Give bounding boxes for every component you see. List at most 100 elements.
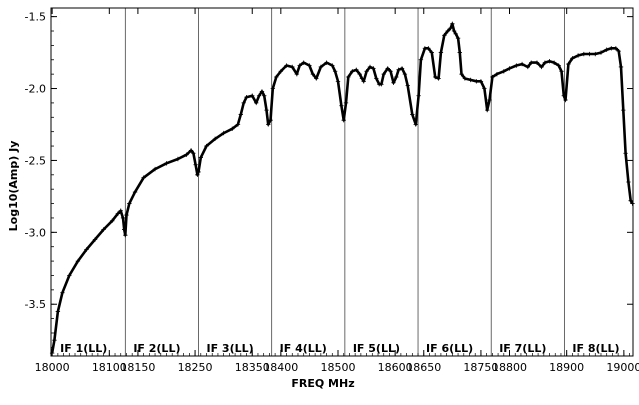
- data-point: [310, 71, 316, 77]
- data-point: [196, 169, 201, 175]
- data-point: [124, 212, 129, 218]
- data-point: [385, 66, 390, 71]
- data-point: [436, 76, 441, 81]
- data-point: [274, 74, 279, 80]
- data-point: [92, 237, 98, 242]
- data-point: [343, 100, 349, 106]
- data-point: [341, 117, 346, 123]
- data-point: [623, 151, 628, 156]
- y-tick-label: -3.5: [25, 298, 46, 311]
- data-point: [164, 161, 169, 166]
- data-point: [359, 76, 365, 81]
- panel-label: IF 2(LL): [133, 342, 180, 355]
- panel-label: IF 3(LL): [207, 342, 254, 355]
- data-point: [529, 60, 534, 65]
- panel-label: IF 4(LL): [280, 342, 327, 355]
- y-tick-label: -2.5: [25, 154, 46, 167]
- x-tick-label: 18000: [35, 361, 70, 374]
- data-point: [556, 63, 561, 68]
- x-tick-label: 18150: [120, 361, 155, 374]
- data-point: [335, 79, 341, 84]
- data-point: [604, 47, 609, 52]
- data-point: [413, 122, 418, 127]
- data-point: [367, 64, 373, 70]
- data-point: [301, 60, 306, 65]
- data-point: [123, 233, 128, 238]
- data-point: [268, 117, 273, 123]
- data-point: [494, 71, 500, 77]
- data-point: [457, 50, 462, 55]
- data-point: [55, 309, 61, 314]
- data-point: [451, 28, 457, 34]
- data-point: [332, 69, 338, 74]
- data-point: [127, 201, 132, 206]
- data-point: [613, 46, 619, 51]
- data-point: [587, 51, 592, 57]
- data-point: [609, 46, 614, 51]
- data-point: [563, 97, 568, 103]
- data-point: [566, 61, 571, 67]
- data-point: [396, 67, 401, 73]
- data-point: [630, 201, 635, 206]
- data-point: [459, 71, 464, 77]
- data-point: [547, 59, 552, 64]
- panel-dividers: [124, 8, 565, 356]
- series-group: [49, 21, 635, 356]
- data-point: [519, 61, 525, 67]
- data-point: [450, 21, 455, 27]
- data-point: [330, 63, 335, 68]
- data-point: [262, 93, 267, 98]
- data-point: [453, 31, 458, 37]
- data-point: [193, 162, 198, 167]
- data-point: [442, 33, 447, 38]
- data-point: [259, 89, 265, 94]
- data-point: [426, 46, 431, 51]
- data-point: [616, 48, 621, 54]
- data-point: [570, 56, 575, 61]
- data-point: [539, 64, 544, 70]
- data-point: [60, 290, 65, 295]
- data-point: [109, 218, 115, 224]
- data-point: [445, 28, 450, 34]
- data-point: [52, 337, 57, 343]
- data-point: [432, 74, 438, 80]
- data-point: [598, 50, 604, 55]
- panel-label: IF 7(LL): [499, 342, 546, 355]
- data-point: [399, 66, 405, 71]
- x-tick-label: 19000: [606, 361, 639, 374]
- data-point: [324, 60, 329, 65]
- data-point: [221, 130, 226, 136]
- data-point: [581, 51, 587, 57]
- data-point: [294, 71, 300, 77]
- data-point: [357, 71, 362, 77]
- data-point: [120, 215, 126, 221]
- data-point: [297, 63, 302, 68]
- data-point: [188, 148, 194, 153]
- data-point: [626, 179, 631, 185]
- data-point: [101, 227, 106, 232]
- data-point: [284, 63, 289, 68]
- data-point: [118, 208, 123, 213]
- data-point: [482, 86, 487, 91]
- data-point: [410, 112, 415, 117]
- data-point: [307, 63, 312, 68]
- data-point: [238, 112, 244, 117]
- data-point: [270, 86, 276, 91]
- data-point: [618, 64, 624, 70]
- data-point: [121, 227, 127, 232]
- data-point: [379, 82, 384, 87]
- panel-label: IF 1(LL): [60, 342, 107, 355]
- x-tick-label: 18800: [492, 361, 527, 374]
- data-point: [628, 198, 633, 203]
- data-point: [318, 64, 324, 70]
- data-point: [212, 136, 218, 142]
- data-point: [468, 77, 473, 83]
- panel-label: IF 6(LL): [426, 342, 473, 355]
- x-tick-label: 18650: [406, 361, 441, 374]
- data-point: [184, 152, 189, 157]
- x-tick-label: 18500: [320, 361, 355, 374]
- y-tick-label: -3.0: [25, 226, 46, 239]
- panel-label: IF 8(LL): [572, 342, 619, 355]
- data-point: [67, 273, 72, 278]
